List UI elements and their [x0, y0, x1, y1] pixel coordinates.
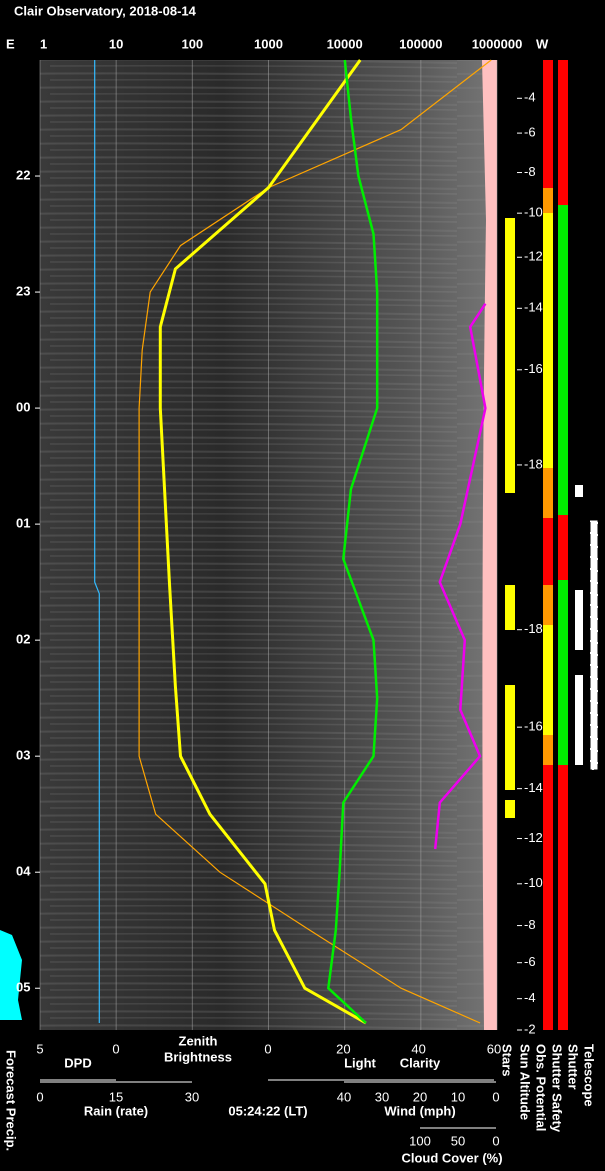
- east-label: E: [6, 36, 15, 51]
- stars-bar: [505, 685, 515, 790]
- time-tick-label: 03: [16, 748, 30, 763]
- scale-tick-label: 100: [409, 1133, 431, 1148]
- scale-tick-label: 20: [413, 1089, 427, 1104]
- sun-tick-label: -10: [524, 205, 543, 220]
- rain-label: Rain (rate): [84, 1103, 148, 1118]
- x-tick-label: 10000: [327, 36, 363, 51]
- sun-tick-label: -18: [524, 456, 543, 471]
- scale-tick-label: 15: [109, 1089, 123, 1104]
- time-tick-label: 05: [16, 980, 30, 995]
- sun-tick-label: -4: [524, 90, 536, 105]
- scale-tick-label: 0: [36, 1089, 43, 1104]
- time-tick-label: 04: [16, 864, 31, 879]
- scale-tick-label: 40: [411, 1041, 425, 1056]
- zenith-line: [158, 59, 367, 1025]
- sun-tick-label: -14: [524, 780, 543, 795]
- shutter: [575, 485, 583, 497]
- time-tick-label: 23: [16, 283, 30, 298]
- obs-potential: [543, 625, 553, 735]
- scale-tick-label: 30: [185, 1089, 199, 1104]
- x-tick-label: 100: [181, 36, 203, 51]
- shutter: [575, 675, 583, 765]
- scale-tick-label: 30: [375, 1089, 389, 1104]
- side-label: Sun Altitude: [518, 1044, 533, 1120]
- sun-tick-label: -2: [524, 1021, 536, 1036]
- obs-potential: [543, 60, 553, 1030]
- obs-potential: [543, 585, 553, 625]
- shutter: [575, 590, 583, 650]
- wind-fill: [482, 60, 497, 1030]
- scale-tick-label: 0: [492, 1089, 499, 1104]
- telescope: [589, 519, 599, 771]
- sun-tick-label: -6: [524, 954, 536, 969]
- sun-tick-label: -18: [524, 621, 543, 636]
- time-tick-label: 22: [16, 167, 30, 182]
- side-label: Shutter: [566, 1044, 581, 1090]
- sun-tick-label: -10: [524, 875, 543, 890]
- status-bars: [505, 60, 599, 1030]
- scale-tick-label: 20: [336, 1041, 350, 1056]
- scale-tick-label: 60: [487, 1041, 501, 1056]
- scale-tick-label: 0: [264, 1041, 271, 1056]
- sun-tick-label: -6: [524, 125, 536, 140]
- scale-tick-label: 50: [451, 1133, 465, 1148]
- scale-tick-label: 5: [36, 1041, 43, 1056]
- scale-tick-label: 0: [112, 1041, 119, 1056]
- wind-label: Wind (mph): [384, 1103, 455, 1118]
- shutter-safety: [558, 205, 568, 515]
- side-label: Obs. Potential: [534, 1044, 549, 1131]
- cloud-line: [433, 303, 487, 850]
- scale-tick-label: 0: [492, 1133, 499, 1148]
- sun-tick-label: -8: [524, 164, 536, 179]
- obs-potential: [543, 213, 553, 468]
- shutter-safety: [558, 60, 568, 1030]
- shutter-safety: [558, 580, 568, 765]
- dpd-line: [94, 60, 100, 1023]
- stars-bar: [505, 218, 515, 493]
- zenith-label: Zenith: [179, 1033, 218, 1048]
- sun-tick-label: -14: [524, 300, 543, 315]
- clarity-line: [326, 59, 379, 1024]
- obs-potential: [543, 468, 553, 518]
- zenith-label: Brightness: [164, 1049, 232, 1064]
- time-tick-label: 02: [16, 632, 30, 647]
- side-label: Stars: [500, 1044, 515, 1077]
- x-tick-label: 10: [109, 36, 123, 51]
- sun-tick-label: -4: [524, 990, 536, 1005]
- dpd-label: DPD: [64, 1055, 91, 1070]
- x-tick-label: 100000: [399, 36, 442, 51]
- time-tick-label: 00: [16, 400, 30, 415]
- sun-tick-label: -8: [524, 917, 536, 932]
- cloud-label: Cloud Cover (%): [401, 1150, 502, 1165]
- stars-bar: [505, 585, 515, 630]
- side-label: Shutter Safety: [550, 1044, 565, 1133]
- time-now: 05:24:22 (LT): [228, 1103, 307, 1118]
- forecast-label: Forecast Precip.: [4, 1050, 19, 1151]
- sun-tick-label: -16: [524, 719, 543, 734]
- sun-tick-label: -16: [524, 361, 543, 376]
- sun-tick-label: -12: [524, 249, 543, 264]
- x-tick-label: 1000000: [472, 36, 523, 51]
- obs-potential: [543, 735, 553, 765]
- obs-potential: [543, 188, 553, 213]
- stars-bar: [505, 800, 515, 818]
- clarity-label: Clarity: [400, 1055, 441, 1070]
- x-tick-label: 1: [40, 36, 47, 51]
- x-tick-label: 1000: [254, 36, 283, 51]
- scale-tick-label: 10: [451, 1089, 465, 1104]
- light-label: Light: [344, 1055, 376, 1070]
- chart-title: Clair Observatory, 2018-08-14: [14, 3, 197, 18]
- time-tick-label: 01: [16, 516, 30, 531]
- side-label: Telescope: [582, 1044, 597, 1107]
- scale-tick-label: 40: [337, 1089, 351, 1104]
- forecast-precip: [0, 930, 22, 1020]
- sun-tick-label: -12: [524, 830, 543, 845]
- west-label: W: [536, 36, 549, 51]
